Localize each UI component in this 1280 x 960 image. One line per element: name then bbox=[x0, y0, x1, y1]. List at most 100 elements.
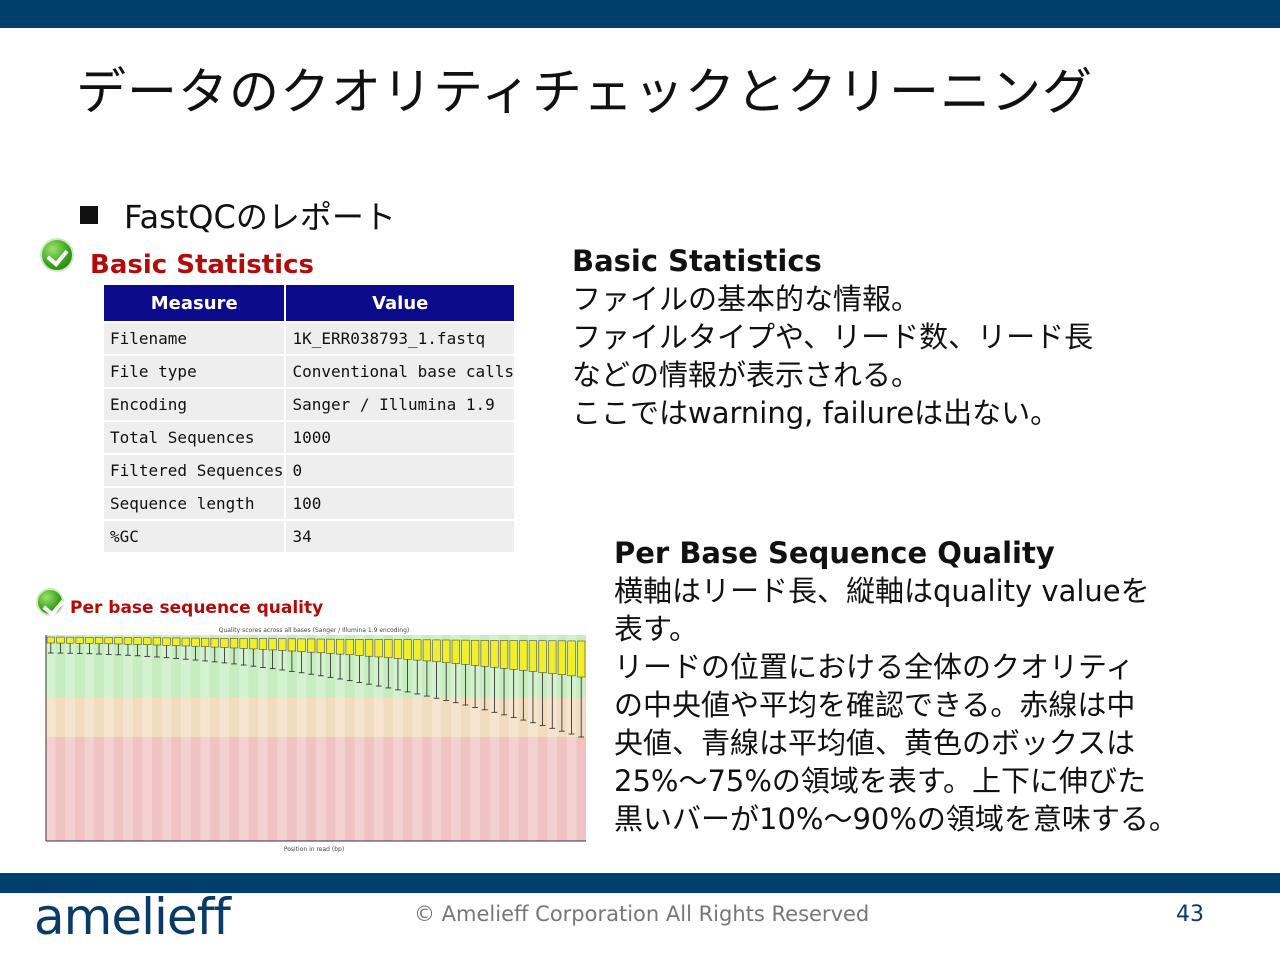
column-shade bbox=[65, 635, 75, 841]
quartile-box bbox=[567, 640, 576, 677]
basic-stats-heading: Basic Statistics bbox=[90, 250, 314, 280]
header-measure: Measure bbox=[104, 285, 285, 321]
quartile-box bbox=[258, 638, 268, 650]
quartile-box bbox=[172, 637, 181, 646]
measure-cell: %GC bbox=[104, 521, 285, 552]
description-line: の中央値や平均を確認できる。赤線は中 bbox=[614, 688, 1136, 722]
quartile-box bbox=[403, 639, 412, 660]
column-shade bbox=[219, 635, 230, 841]
value-cell: Sanger / Illumina 1.9 bbox=[286, 389, 514, 420]
quartile-box bbox=[75, 636, 84, 644]
quartile-box bbox=[374, 639, 383, 658]
quartile-box bbox=[528, 640, 538, 672]
column-shade bbox=[489, 635, 500, 841]
column-shade bbox=[470, 635, 480, 841]
quartile-box bbox=[210, 637, 219, 648]
column-shade bbox=[84, 635, 95, 841]
description-line: 25%～75%の領域を表す。上下に伸びた bbox=[614, 764, 1147, 798]
quartile-box bbox=[480, 640, 489, 667]
page-number: 43 bbox=[1176, 902, 1204, 927]
header-value: Value bbox=[286, 285, 514, 321]
quartile-box bbox=[249, 638, 258, 650]
column-shade bbox=[393, 635, 403, 841]
measure-cell: Filtered Sequences bbox=[104, 455, 285, 486]
column-shade bbox=[431, 635, 442, 841]
column-shade bbox=[412, 635, 423, 841]
reasonable-quality-zone bbox=[46, 697, 586, 737]
measure-cell: Sequence length bbox=[104, 488, 285, 519]
quartile-box bbox=[442, 639, 451, 663]
quartile-box bbox=[162, 637, 171, 646]
top-banner bbox=[0, 0, 1280, 28]
quartile-box bbox=[432, 639, 441, 663]
table-row: File type Conventional base calls bbox=[104, 356, 514, 387]
measure-cell: Filename bbox=[104, 323, 285, 354]
table-row: Filename 1K_ERR038793_1.fastq bbox=[104, 323, 514, 354]
poor-quality-zone bbox=[46, 737, 586, 841]
basic-stats-description: Basic Statistics ファイルの基本的な情報。 ファイルタイプや、リ… bbox=[572, 242, 1093, 432]
quartile-box bbox=[114, 637, 123, 645]
column-shade bbox=[373, 635, 384, 841]
table-row: Encoding Sanger / Illumina 1.9 bbox=[104, 389, 514, 420]
quartile-box bbox=[336, 638, 345, 655]
quartile-box bbox=[104, 637, 113, 645]
quartile-box bbox=[490, 640, 499, 668]
per-base-quality-description: Per Base Sequence Quality 横軸はリード長、縦軸はqua… bbox=[614, 534, 1178, 838]
column-shade bbox=[451, 635, 461, 841]
quartile-box bbox=[461, 639, 470, 665]
chart-x-label: Position in read (bp) bbox=[283, 846, 345, 853]
description-line: などの情報が表示される。 bbox=[572, 358, 921, 392]
column-shade bbox=[354, 635, 365, 841]
table-row: %GC 34 bbox=[104, 521, 514, 552]
column-shade bbox=[547, 635, 558, 841]
quartile-box bbox=[66, 636, 75, 644]
bullet-item: FastQCのレポート bbox=[80, 192, 396, 238]
quartile-box bbox=[499, 640, 509, 669]
description-line: 央値、青線は平均値、黄色のボックスは bbox=[614, 726, 1136, 760]
quartile-box bbox=[229, 638, 239, 649]
quartile-box bbox=[123, 637, 133, 645]
quality-plot-svg bbox=[45, 635, 586, 842]
basic-stats-table: Measure Value Filename 1K_ERR038793_1.fa… bbox=[102, 283, 516, 554]
quartile-box bbox=[364, 639, 374, 657]
quartile-box bbox=[278, 638, 287, 651]
quartile-box bbox=[56, 636, 65, 644]
description-line: ここではwarning, failureは出ない。 bbox=[572, 396, 1060, 430]
quartile-box bbox=[509, 640, 518, 670]
quartile-box bbox=[451, 639, 460, 664]
description-line: リードの位置における全体のクオリティ bbox=[614, 650, 1135, 684]
quartile-box bbox=[471, 639, 480, 666]
quartile-box bbox=[220, 638, 229, 648]
description-line: 黒いバーが10%～90%の領域を意味する。 bbox=[614, 802, 1178, 836]
column-shade bbox=[566, 635, 577, 841]
quartile-box bbox=[152, 637, 161, 646]
quartile-box bbox=[393, 639, 403, 659]
quartile-box bbox=[316, 638, 325, 654]
slide-title: データのクオリティチェックとクリーニング bbox=[76, 63, 1093, 121]
quartile-box bbox=[133, 637, 142, 645]
description-heading: Per Base Sequence Quality bbox=[614, 536, 1055, 570]
table-row: Filtered Sequences 0 bbox=[104, 455, 514, 486]
quartile-box bbox=[577, 640, 586, 678]
quartile-box bbox=[519, 640, 528, 671]
column-shade bbox=[161, 635, 172, 841]
column-shade bbox=[238, 635, 249, 841]
amelieff-logo: amelieff bbox=[34, 888, 231, 946]
quartile-box bbox=[268, 638, 277, 651]
measure-cell: Total Sequences bbox=[104, 422, 285, 453]
column-shade bbox=[103, 635, 114, 841]
per-base-quality-chart: Quality scores across all bases (Sanger … bbox=[36, 627, 592, 853]
measure-cell: File type bbox=[104, 356, 285, 387]
value-cell: 0 bbox=[286, 455, 514, 486]
description-line: ファイルタイプや、リード数、リード長 bbox=[572, 320, 1094, 354]
quartile-box bbox=[413, 639, 422, 661]
column-shade bbox=[296, 635, 307, 841]
description-line: 表す。 bbox=[614, 612, 699, 646]
column-shade bbox=[316, 635, 326, 841]
chart-title: Quality scores across all bases (Sanger … bbox=[218, 627, 410, 634]
quartile-box bbox=[355, 639, 364, 656]
description-line: ファイルの基本的な情報。 bbox=[572, 282, 921, 316]
column-shade bbox=[181, 635, 191, 841]
quartile-box bbox=[422, 639, 431, 662]
column-shade bbox=[528, 635, 538, 841]
